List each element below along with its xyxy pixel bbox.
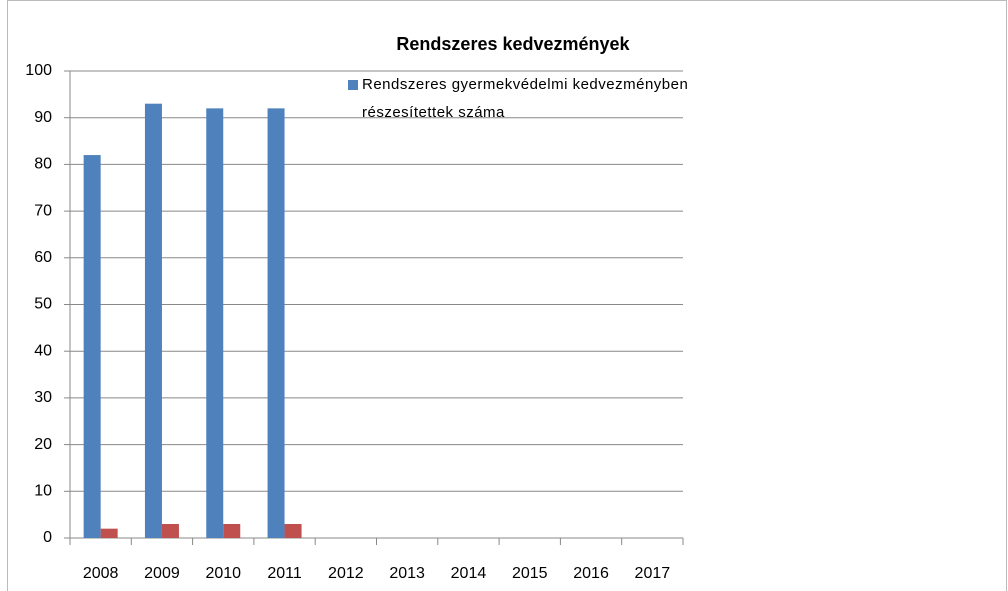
x-tick-label: 2012 xyxy=(328,565,364,582)
y-tick-label: 20 xyxy=(34,436,52,453)
x-tick-label: 2015 xyxy=(512,565,548,582)
bar xyxy=(144,103,162,538)
x-tick-label: 2010 xyxy=(205,565,241,582)
legend-label: Rendszeres gyermekvédelmi kedvezményben … xyxy=(362,76,689,121)
x-tick-label: 2016 xyxy=(573,565,609,582)
bar xyxy=(223,523,241,538)
bar xyxy=(83,155,101,538)
bar xyxy=(100,528,118,538)
y-tick-label: 80 xyxy=(34,156,52,173)
bar xyxy=(284,523,302,538)
x-tick-label: 2017 xyxy=(635,565,671,582)
y-tick-label: 60 xyxy=(34,249,52,266)
y-tick-label: 30 xyxy=(34,389,52,406)
bar xyxy=(206,108,224,539)
chart-frame xyxy=(7,0,1007,591)
legend-swatch xyxy=(348,80,358,90)
y-tick-label: 10 xyxy=(34,483,52,500)
bar xyxy=(161,523,179,538)
x-tick-label: 2011 xyxy=(267,565,302,582)
legend-entry: Rendszeres gyermekvédelmi kedvezményben … xyxy=(362,76,689,121)
bar xyxy=(267,108,285,539)
y-tick-label: 50 xyxy=(34,296,52,313)
x-tick-label: 2009 xyxy=(144,565,180,582)
y-tick-label: 70 xyxy=(34,202,52,219)
y-tick-label: 0 xyxy=(43,529,52,546)
chart-title: Rendszeres kedvezmények xyxy=(396,34,630,54)
x-tick-label: 2013 xyxy=(389,565,425,582)
y-tick-label: 90 xyxy=(34,109,52,126)
x-tick-label: 2014 xyxy=(451,565,487,582)
y-tick-label: 100 xyxy=(25,62,52,79)
y-tick-label: 40 xyxy=(34,342,52,359)
x-tick-label: 2008 xyxy=(83,565,119,582)
